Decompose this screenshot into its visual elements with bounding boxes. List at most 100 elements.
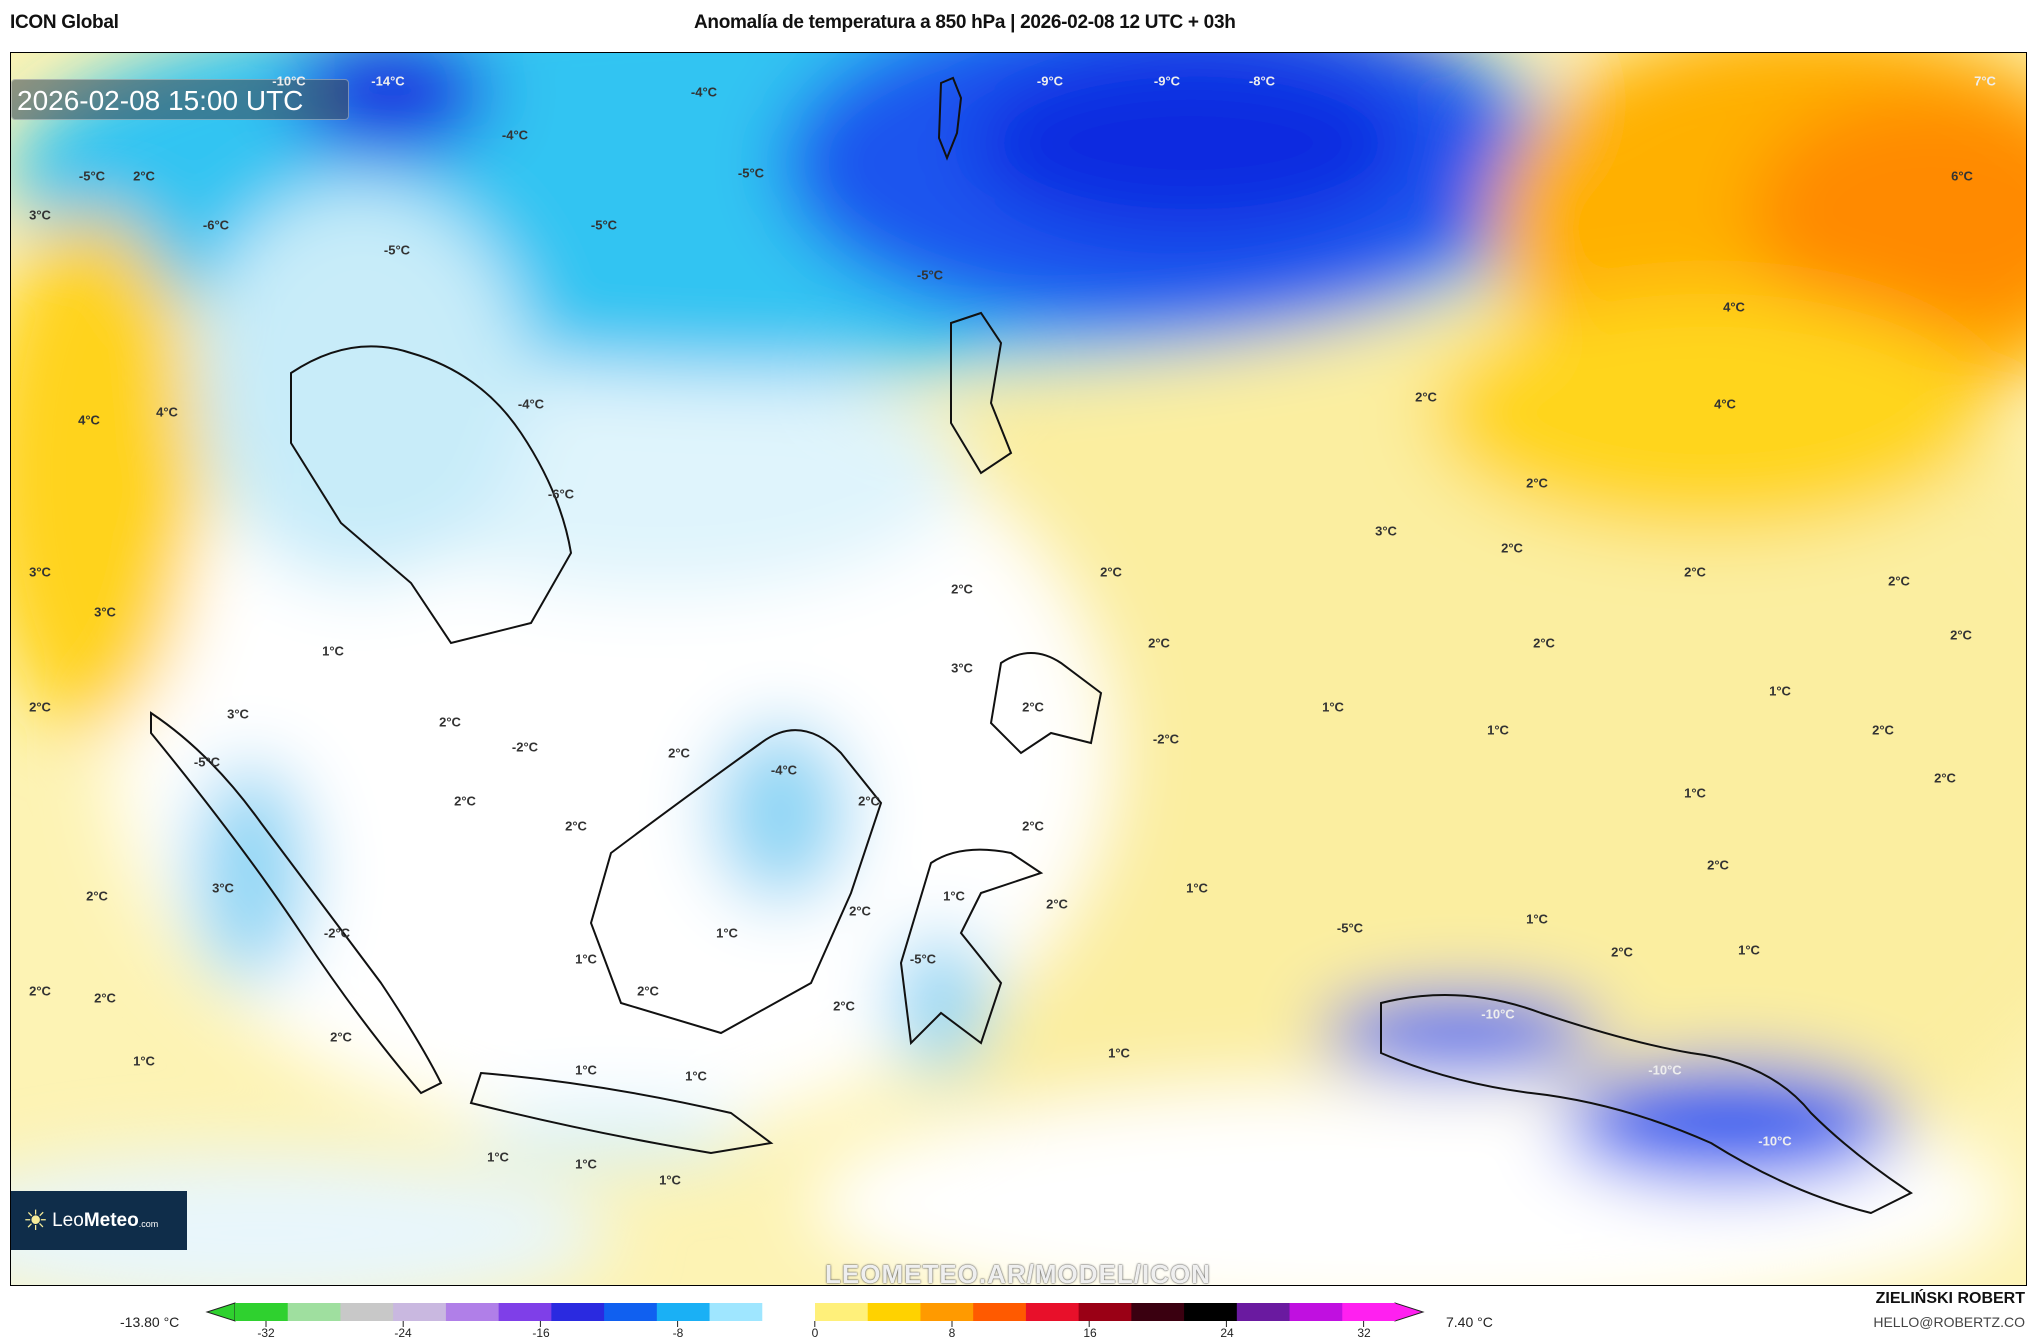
- contour-label: 3°C: [212, 880, 234, 896]
- contour-label: 2°C: [1707, 857, 1729, 873]
- contour-label: 2°C: [1501, 540, 1523, 556]
- contour-label: -2°C: [511, 739, 539, 755]
- contour-label: 2°C: [454, 793, 476, 809]
- colorbar-min-label: -13.80 °C: [120, 1314, 180, 1330]
- contour-label: 2°C: [86, 888, 108, 904]
- contour-label: -4°C: [501, 127, 529, 143]
- contour-label: 1°C: [943, 888, 965, 904]
- contour-label: 1°C: [575, 1156, 597, 1172]
- colorbar-tick: -24: [394, 1326, 412, 1340]
- contour-label: 2°C: [1526, 475, 1548, 491]
- contour-label: -14°C: [371, 73, 405, 89]
- colorbar-tick: 8: [948, 1326, 956, 1340]
- colorbar-swatch: [1236, 1303, 1291, 1321]
- colorbar-swatch: [709, 1303, 763, 1321]
- contour-label: 1°C: [1186, 880, 1208, 896]
- contour-label: 2°C: [1684, 564, 1706, 580]
- colorbar-tick: -16: [532, 1326, 550, 1340]
- contour-label: -4°C: [770, 762, 798, 778]
- contour-label: -5°C: [78, 168, 106, 184]
- contour-label: 2°C: [1934, 770, 1956, 786]
- colorbar-swatch: [656, 1303, 711, 1321]
- contour-label: 1°C: [133, 1053, 155, 1069]
- contour-label: 1°C: [575, 1062, 597, 1078]
- sun-icon: ☀: [23, 1205, 49, 1236]
- contour-label: 1°C: [1684, 785, 1706, 801]
- contour-label: 3°C: [29, 207, 51, 223]
- colorbar-tick: 0: [811, 1326, 819, 1340]
- contour-label: -5°C: [193, 754, 221, 770]
- contour-label: -5°C: [590, 217, 618, 233]
- contour-label: 2°C: [858, 793, 880, 809]
- temperature-anomaly-map[interactable]: 2026-02-08 15:00 UTC -10°C -14°C -9°C -9…: [10, 52, 2027, 1286]
- colorbar-tick: 16: [1083, 1326, 1097, 1340]
- colorbar-swatch: [973, 1303, 1027, 1321]
- contour-label: 2°C: [1022, 699, 1044, 715]
- contour-label: 3°C: [1375, 523, 1397, 539]
- contour-label: 2°C: [565, 818, 587, 834]
- contour-label: -5°C: [909, 951, 937, 967]
- contour-label: 1°C: [1769, 683, 1791, 699]
- contour-label: 2°C: [1950, 627, 1972, 643]
- coastlines: [150, 76, 1913, 1215]
- watermark: LEOMETEO.AR/MODEL/ICON: [825, 1259, 1211, 1286]
- colorbar-swatch: [287, 1303, 341, 1321]
- colorbar-swatch: [762, 1303, 816, 1321]
- contour-label: 1°C: [659, 1172, 681, 1188]
- contour-label: 2°C: [330, 1029, 352, 1045]
- contour-label: 3°C: [29, 564, 51, 580]
- contour-label: -10°C: [1481, 1006, 1515, 1022]
- contour-label: 4°C: [156, 404, 178, 420]
- contour-label: 2°C: [637, 983, 659, 999]
- colorbar-swatch: [1131, 1303, 1185, 1321]
- contour-label: 2°C: [439, 714, 461, 730]
- contour-label: 2°C: [833, 998, 855, 1014]
- contour-label: 2°C: [29, 699, 51, 715]
- contour-label: -5°C: [916, 267, 944, 283]
- colorbar-swatch: [551, 1303, 605, 1321]
- author-name: ZIELIŃSKI ROBERT: [1875, 1290, 2025, 1307]
- author-email[interactable]: HELLO@ROBERTZ.CO: [1873, 1314, 2025, 1330]
- contour-label: 2°C: [133, 168, 155, 184]
- colorbar-swatch: [867, 1303, 921, 1321]
- map-title: Anomalía de temperatura a 850 hPa | 2026…: [694, 12, 1236, 33]
- colorbar: [205, 1302, 1425, 1327]
- contour-label: 2°C: [951, 581, 973, 597]
- colorbar-swatch: [498, 1303, 552, 1321]
- contour-label: -5°C: [383, 242, 411, 258]
- colorbar-min-arrow: [205, 1302, 236, 1322]
- colorbar-swatch: [1342, 1303, 1396, 1321]
- colorbar-max-label: 7.40 °C: [1446, 1314, 1493, 1330]
- contour-label: 4°C: [1714, 396, 1736, 412]
- contour-label: -5°C: [1336, 920, 1364, 936]
- contour-label: 3°C: [951, 660, 973, 676]
- contour-label: -5°C: [737, 165, 765, 181]
- colorbar-tick: -8: [672, 1326, 684, 1340]
- contour-label: 2°C: [29, 983, 51, 999]
- contour-label: -4°C: [690, 84, 718, 100]
- contour-label: 2°C: [1022, 818, 1044, 834]
- contour-label: 1°C: [1487, 722, 1509, 738]
- contour-label: 1°C: [322, 643, 344, 659]
- contour-label: 2°C: [1872, 722, 1894, 738]
- logo-text-com: .com: [138, 1218, 159, 1229]
- colorbar-swatch: [815, 1303, 869, 1321]
- contour-label: 1°C: [716, 925, 738, 941]
- contour-label: 1°C: [575, 951, 597, 967]
- contour-label: 2°C: [1888, 573, 1910, 589]
- colorbar-swatch: [393, 1303, 447, 1321]
- colorbar-tick: 32: [1357, 1326, 1371, 1340]
- contour-label: 1°C: [1526, 911, 1548, 927]
- contour-label: -9°C: [1036, 73, 1064, 89]
- colorbar-swatch: [920, 1303, 974, 1321]
- contour-label: 4°C: [78, 412, 100, 428]
- contour-label: -8°C: [1248, 73, 1276, 89]
- contour-label: 1°C: [1738, 942, 1760, 958]
- contour-label: 2°C: [1415, 389, 1437, 405]
- contour-label: -4°C: [517, 396, 545, 412]
- colorbar-swatch: [445, 1303, 500, 1321]
- contour-label: -6°C: [547, 486, 575, 502]
- leometeo-logo[interactable]: ☀ Leo Meteo .com: [11, 1191, 187, 1250]
- colorbar-tick: -32: [257, 1326, 275, 1340]
- contour-label: 7°C: [1974, 73, 1996, 89]
